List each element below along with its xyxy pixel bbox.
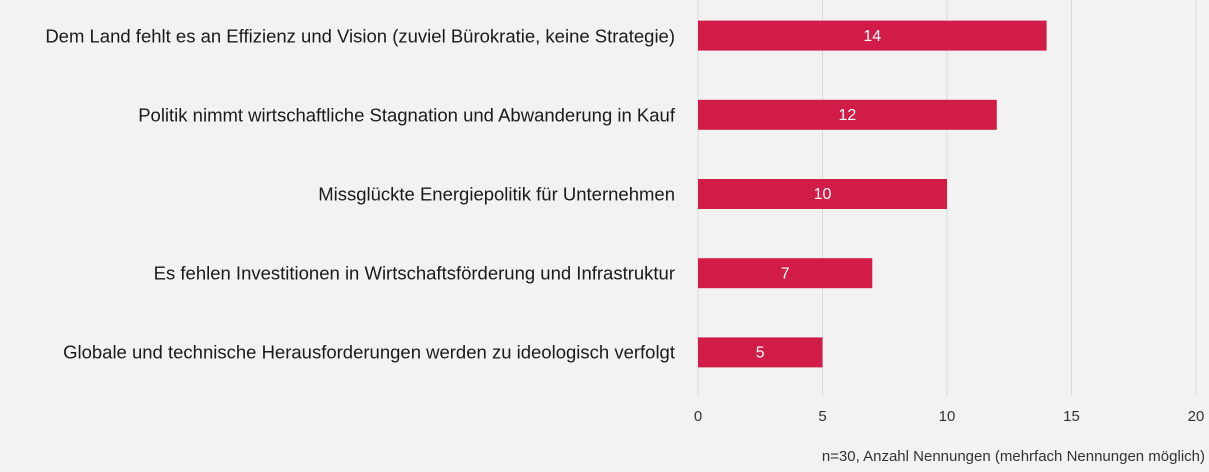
x-tick-label: 0 (694, 408, 702, 425)
data-label: 10 (814, 186, 832, 203)
x-tick-label: 15 (1063, 408, 1080, 425)
bar (698, 258, 873, 289)
bar (698, 99, 997, 130)
note: n=30, Anzahl Nennungen (mehrfach Nennung… (821, 448, 1205, 465)
category-label: Globale und technische Herausforderungen… (63, 341, 675, 363)
bar (698, 20, 1047, 51)
data-label: 7 (781, 265, 790, 282)
data-label: 14 (863, 28, 881, 45)
category-label: Politik nimmt wirtschaftliche Stagnation… (138, 104, 675, 126)
bar (698, 337, 823, 368)
category-label: Es fehlen Investitionen in Wirtschaftsfö… (153, 262, 675, 284)
data-label: 5 (756, 345, 765, 362)
bar (698, 179, 947, 209)
x-tick-label: 5 (818, 408, 826, 425)
x-tick-label: 10 (939, 408, 956, 425)
x-tick-label: 20 (1188, 408, 1205, 425)
data-label: 12 (839, 107, 857, 124)
category-label: Dem Land fehlt es an Effizienz und Visio… (45, 25, 675, 47)
category-label: Missglückte Energiepolitik für Unternehm… (318, 183, 675, 205)
